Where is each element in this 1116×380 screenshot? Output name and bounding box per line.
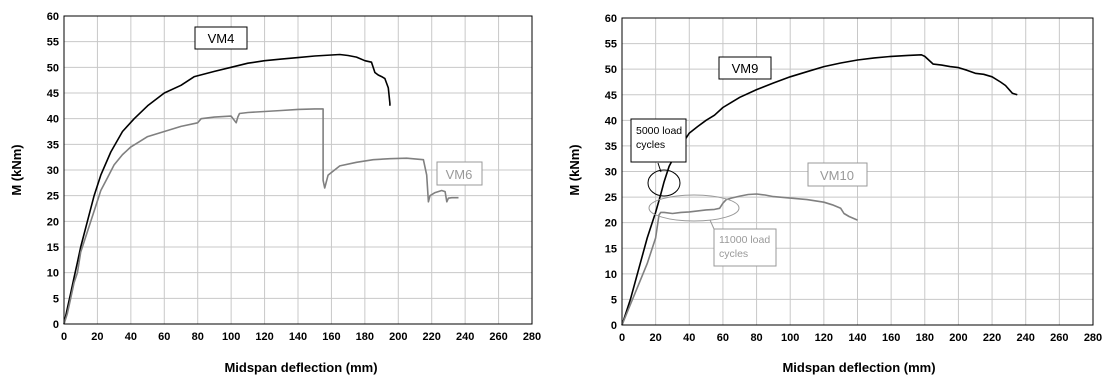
y-tick-label: 5 bbox=[611, 294, 617, 306]
note2-line2: cycles bbox=[719, 248, 748, 260]
y-tick-label: 50 bbox=[605, 64, 617, 76]
y-tick-label: 10 bbox=[47, 268, 59, 280]
label-vm6-box: VM6 bbox=[436, 161, 483, 186]
y-tick-label: 15 bbox=[605, 243, 617, 255]
label-vm4: VM4 bbox=[208, 31, 235, 46]
note1-box: 5000 load cycles bbox=[630, 118, 687, 163]
y-tick-label: 40 bbox=[605, 115, 617, 127]
x-tick-label: 120 bbox=[815, 332, 833, 344]
y-tick-label: 15 bbox=[47, 242, 59, 254]
y-tick-label: 20 bbox=[605, 218, 617, 230]
note2-line1: 11000 load bbox=[719, 234, 770, 246]
x-tick-label: 80 bbox=[192, 331, 204, 343]
series-vm6-line bbox=[63, 108, 459, 325]
x-tick-label: 240 bbox=[456, 331, 474, 343]
x-tick-label: 60 bbox=[158, 331, 170, 343]
note2-box: 11000 load cycles bbox=[713, 228, 777, 267]
y-tick-label: 30 bbox=[47, 165, 59, 177]
x-tick-label: 240 bbox=[1017, 332, 1035, 344]
label-vm9: VM9 bbox=[732, 61, 759, 76]
x-tick-label: 0 bbox=[61, 331, 67, 343]
plot-frame bbox=[63, 15, 533, 325]
y-tick-label: 0 bbox=[611, 320, 617, 332]
series-vm9-line bbox=[621, 53, 1018, 326]
x-tick-label: 160 bbox=[882, 332, 900, 344]
label-vm10: VM10 bbox=[820, 168, 854, 183]
y-tick-label: 25 bbox=[47, 191, 59, 203]
x-tick-label: 220 bbox=[983, 332, 1001, 344]
y-tick-label: 50 bbox=[47, 62, 59, 74]
x-tick-label: 280 bbox=[1084, 332, 1102, 344]
x-tick-label: 120 bbox=[255, 331, 273, 343]
chart-left-svg: 0 5 10 15 20 25 30 35 40 45 50 55 60 0 20 40 60 80 100 120… bbox=[9, 11, 541, 375]
y-ticks: 0 5 10 15 20 25 30 35 40 45 50 55 60 bbox=[605, 13, 617, 332]
y-axis-title: M (kNm) bbox=[567, 144, 582, 195]
y-axis-title: M (kNm) bbox=[9, 144, 24, 195]
x-tick-label: 180 bbox=[916, 332, 934, 344]
x-tick-label: 200 bbox=[949, 332, 967, 344]
x-tick-label: 160 bbox=[322, 331, 340, 343]
y-tick-label: 0 bbox=[53, 319, 59, 331]
x-tick-label: 20 bbox=[650, 332, 662, 344]
y-tick-label: 60 bbox=[47, 11, 59, 23]
y-tick-label: 25 bbox=[605, 192, 617, 204]
chart-right-svg: 0 5 10 15 20 25 30 35 40 45 50 55 60 0 20 40 60 80 100 120… bbox=[567, 13, 1102, 375]
x-tick-label: 0 bbox=[619, 332, 625, 344]
label-vm4-box: VM4 bbox=[194, 26, 248, 50]
x-tick-label: 100 bbox=[781, 332, 799, 344]
x-axis-title: Midspan deflection (mm) bbox=[782, 360, 935, 375]
label-vm6: VM6 bbox=[446, 167, 473, 182]
x-tick-label: 260 bbox=[489, 331, 507, 343]
y-tick-label: 35 bbox=[47, 139, 59, 151]
chart-right: 0 5 10 15 20 25 30 35 40 45 50 55 60 0 20 40 60 80 100 120… bbox=[558, 0, 1116, 380]
y-tick-label: 55 bbox=[47, 37, 59, 49]
note1-line2: cycles bbox=[636, 139, 665, 151]
y-tick-label: 10 bbox=[605, 269, 617, 281]
y-tick-label: 60 bbox=[605, 13, 617, 25]
y-tick-label: 30 bbox=[605, 167, 617, 179]
plot-frame bbox=[621, 17, 1094, 326]
label-vm10-box: VM10 bbox=[807, 162, 868, 187]
x-tick-label: 200 bbox=[389, 331, 407, 343]
y-ticks: 0 5 10 15 20 25 30 35 40 45 50 55 60 bbox=[47, 11, 59, 331]
series-group bbox=[621, 53, 1018, 326]
x-ticks: 0 20 40 60 80 100 120 140 160 180 200 220 240 260 280 bbox=[61, 331, 541, 343]
x-axis-title: Midspan deflection (mm) bbox=[224, 360, 377, 375]
x-tick-label: 140 bbox=[289, 331, 307, 343]
x-tick-label: 260 bbox=[1050, 332, 1068, 344]
y-tick-label: 20 bbox=[47, 216, 59, 228]
series-vm4-line bbox=[63, 53, 391, 325]
y-tick-label: 45 bbox=[47, 88, 59, 100]
x-tick-label: 220 bbox=[423, 331, 441, 343]
x-tick-label: 140 bbox=[848, 332, 866, 344]
y-tick-label: 35 bbox=[605, 141, 617, 153]
x-tick-label: 100 bbox=[222, 331, 240, 343]
label-vm9-box: VM9 bbox=[718, 56, 772, 80]
note2-ellipse bbox=[648, 194, 740, 222]
series-vm10-line bbox=[621, 193, 858, 326]
chart-left: 0 5 10 15 20 25 30 35 40 45 50 55 60 0 20 40 60 80 100 120… bbox=[9, 11, 541, 375]
x-tick-label: 40 bbox=[683, 332, 695, 344]
x-tick-label: 80 bbox=[750, 332, 762, 344]
y-tick-label: 45 bbox=[605, 90, 617, 102]
note2-leader bbox=[709, 219, 715, 230]
y-tick-label: 40 bbox=[47, 114, 59, 126]
x-tick-label: 280 bbox=[523, 331, 541, 343]
x-ticks: 0 20 40 60 80 100 120 140 160 180 200 220 240 260 280 bbox=[619, 332, 1102, 344]
y-tick-label: 55 bbox=[605, 39, 617, 51]
note1-line1: 5000 load bbox=[636, 125, 682, 137]
x-tick-label: 60 bbox=[717, 332, 729, 344]
x-tick-label: 40 bbox=[125, 331, 137, 343]
series-group bbox=[63, 53, 459, 325]
x-tick-label: 180 bbox=[356, 331, 374, 343]
y-tick-label: 5 bbox=[53, 293, 59, 305]
note1-circle bbox=[647, 169, 681, 197]
x-tick-label: 20 bbox=[91, 331, 103, 343]
